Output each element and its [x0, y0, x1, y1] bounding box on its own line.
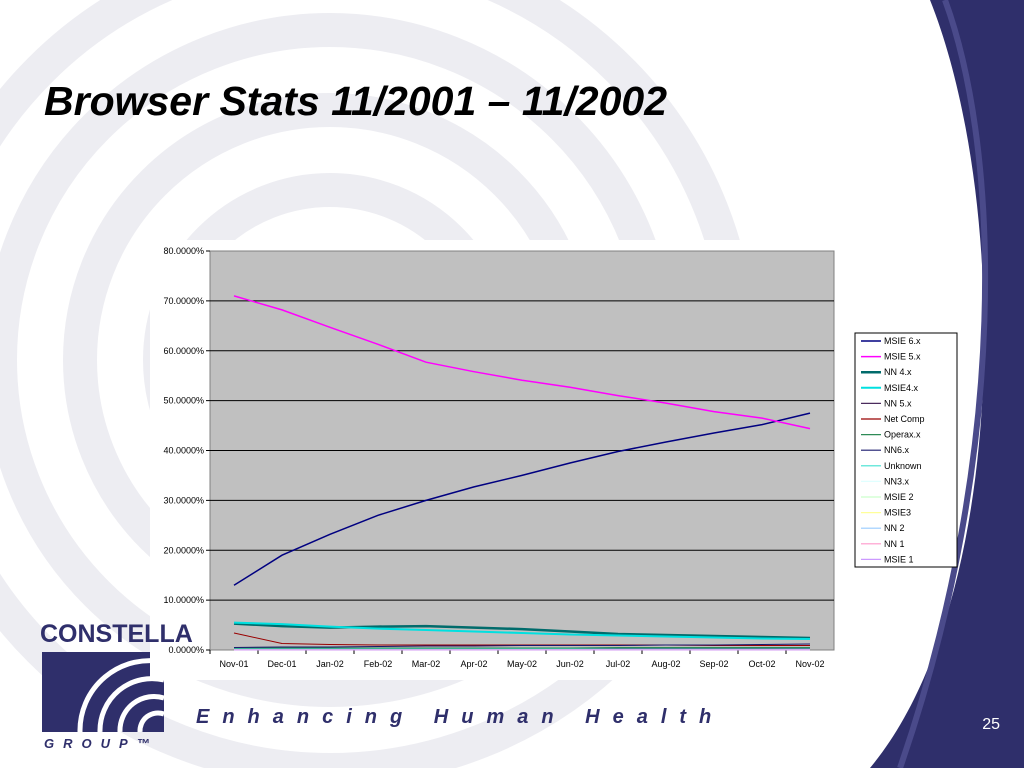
legend-label: NN 4.x — [884, 367, 912, 377]
slide-number: 25 — [982, 716, 1000, 733]
legend-label: NN 5.x — [884, 398, 912, 408]
y-tick-label: 50.0000% — [163, 396, 204, 406]
legend-label: NN3.x — [884, 476, 910, 486]
legend-label: NN 2 — [884, 523, 905, 533]
legend-label: MSIE 2 — [884, 492, 914, 502]
legend-label: MSIE4.x — [884, 383, 919, 393]
series-lines — [233, 295, 811, 651]
series-line-msie4-x — [233, 621, 811, 640]
slide-title: Browser Stats 11/2001 – 11/2002 — [44, 78, 668, 124]
y-tick-label: 70.0000% — [163, 296, 204, 306]
legend: MSIE 6.x MSIE 5.x NN 4.x MSIE4.x NN 5.x Net C… — [854, 332, 958, 568]
x-tick-label: Nov-02 — [795, 659, 824, 669]
x-tick-label: Sep-02 — [699, 659, 728, 669]
y-tick-label: 60.0000% — [163, 346, 204, 356]
x-tick-label: Jun-02 — [556, 659, 584, 669]
y-tick-label: 20.0000% — [163, 545, 204, 555]
legend-label: Operax.x — [884, 430, 921, 440]
y-tick-label: 0.0000% — [168, 645, 204, 655]
series-line-msie-6-x — [233, 412, 811, 586]
x-tick-label: Jul-02 — [606, 659, 631, 669]
y-axis-ticks: 0.0000% 10.0000% 20.0000% 30.0000% 40.0000% 5… — [163, 246, 210, 655]
y-tick-label: 40.0000% — [163, 446, 204, 456]
x-tick-label: Jan-02 — [316, 659, 344, 669]
x-tick-label: Aug-02 — [651, 659, 680, 669]
legend-label: MSIE 1 — [884, 554, 914, 564]
legend-label: NN6.x — [884, 445, 910, 455]
logo-emblem — [42, 652, 165, 733]
legend-label: MSIE3 — [884, 508, 911, 518]
band-highlight — [897, 0, 989, 768]
x-tick-label: May-02 — [507, 659, 537, 669]
legend-label: Unknown — [884, 461, 922, 471]
logo-wordmark: CONSTELLA — [40, 620, 193, 648]
gridlines — [210, 300, 834, 601]
tagline: Enhancing Human Health — [196, 706, 725, 728]
purple-side-band — [870, 0, 1024, 768]
x-tick-label: Oct-02 — [748, 659, 775, 669]
legend-label: MSIE 6.x — [884, 336, 921, 346]
series-line-msie-5-x — [233, 295, 811, 430]
logo-subtitle: GROUP™ — [44, 736, 159, 751]
y-tick-label: 80.0000% — [163, 246, 204, 256]
x-tick-label: Dec-01 — [267, 659, 296, 669]
series-line-operax-x — [234, 647, 810, 649]
x-tick-label: Feb-02 — [364, 659, 393, 669]
x-tick-label: Mar-02 — [412, 659, 441, 669]
legend-label: Net Comp — [884, 414, 925, 424]
x-axis-ticks: Nov-01 Dec-01 Jan-02 Feb-02 Mar-02 Apr-02 May-… — [209, 650, 825, 669]
y-tick-label: 30.0000% — [163, 495, 204, 505]
legend-label: NN 1 — [884, 539, 905, 549]
y-tick-label: 10.0000% — [163, 595, 204, 605]
legend-items: MSIE 6.x MSIE 5.x NN 4.x MSIE4.x NN 5.x Net C… — [861, 336, 925, 564]
series-line-nn6-x — [233, 643, 811, 648]
x-tick-label: Nov-01 — [219, 659, 248, 669]
x-tick-label: Apr-02 — [460, 659, 487, 669]
legend-label: MSIE 5.x — [884, 352, 921, 362]
